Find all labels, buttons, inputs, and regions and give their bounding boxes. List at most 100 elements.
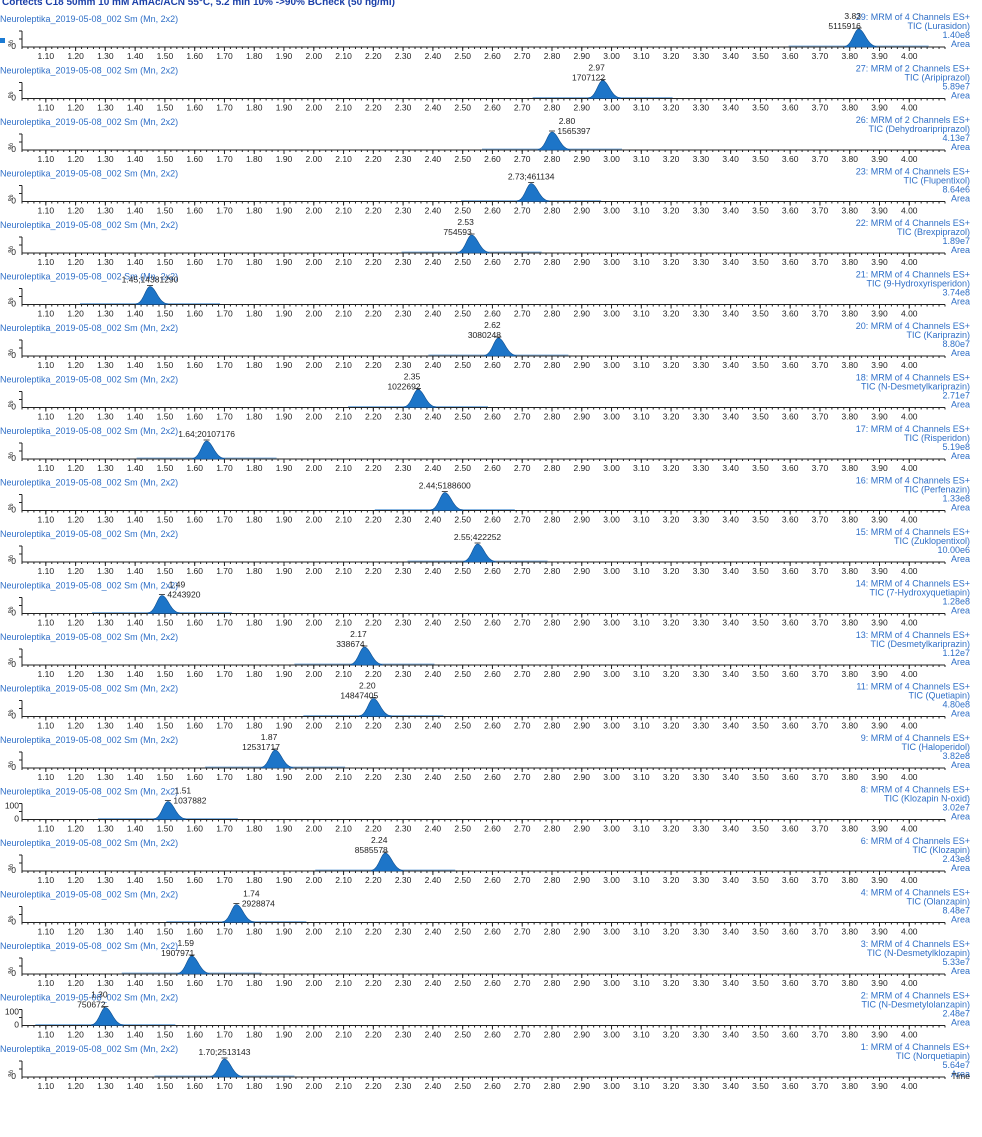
x-tick-label: 2.70	[514, 1030, 531, 1040]
x-tick-label: 1.90	[276, 875, 293, 885]
x-tick-label: 1.70	[216, 515, 233, 525]
x-tick-label: 3.20	[663, 412, 680, 422]
x-tick-label: 1.70	[216, 154, 233, 164]
x-tick-label: 3.10	[633, 978, 650, 988]
y-tick-label: 0	[11, 659, 16, 669]
x-tick-label: 2.50	[454, 824, 471, 834]
x-tick-label: 3.70	[812, 103, 829, 113]
x-tick-label: 3.20	[663, 1030, 680, 1040]
x-tick-label: 1.10	[38, 669, 55, 679]
x-tick-label: 1.50	[157, 154, 174, 164]
x-tick-label: 1.80	[246, 1030, 263, 1040]
x-tick-label: 1.10	[38, 360, 55, 370]
x-tick-label: 1.50	[157, 1081, 174, 1091]
x-tick-label: 2.40	[425, 927, 442, 937]
x-tick-label: 1.70	[216, 669, 233, 679]
x-tick-label: 2.20	[365, 103, 382, 113]
x-tick-label: 2.00	[306, 154, 323, 164]
x-tick-label: 3.80	[841, 51, 858, 61]
intensity-label: 3.74e8	[942, 288, 970, 298]
x-tick-label: 1.60	[186, 206, 203, 216]
x-tick-label: 3.30	[693, 463, 710, 473]
x-tick-label: 1.70	[216, 257, 233, 267]
x-tick-label: 1.10	[38, 875, 55, 885]
x-tick-label: 3.20	[663, 103, 680, 113]
y-axis-unit: %	[6, 194, 15, 201]
x-tick-label: 1.40	[127, 257, 144, 267]
x-tick-label: 2.50	[454, 154, 471, 164]
x-tick-label: 1.60	[186, 515, 203, 525]
x-tick-label: 1.50	[157, 721, 174, 731]
x-tick-label: 4.00	[901, 772, 918, 782]
x-tick-label: 3.30	[693, 309, 710, 319]
x-tick-label: 2.10	[335, 103, 352, 113]
x-tick-label: 3.50	[752, 360, 769, 370]
x-tick-label: 3.80	[841, 103, 858, 113]
area-label: Area	[951, 760, 970, 770]
x-tick-label: 1.10	[38, 618, 55, 628]
x-tick-label: 3.40	[722, 309, 739, 319]
intensity-label: 4.13e7	[942, 133, 970, 143]
x-tick-label: 2.40	[425, 566, 442, 576]
x-tick-label: 2.50	[454, 360, 471, 370]
x-tick-label: 1.30	[97, 875, 114, 885]
x-tick-label: 3.60	[782, 206, 799, 216]
y-tick-label: 0	[11, 917, 16, 927]
x-tick-label: 3.60	[782, 463, 799, 473]
trace-panel: Neuroleptika_2019-05-08_002 Sm (Mn, 2x2)…	[0, 115, 970, 164]
trace-panel: Neuroleptika_2019-05-08_002 Sm (Mn, 2x2)…	[0, 1042, 970, 1091]
x-tick-label: 2.90	[573, 51, 590, 61]
x-tick-label: 3.10	[633, 515, 650, 525]
x-tick-label: 1.40	[127, 618, 144, 628]
trace-name: Neuroleptika_2019-05-08_002 Sm (Mn, 2x2)	[0, 941, 178, 951]
y-axis-unit: %	[6, 709, 15, 716]
x-tick-label: 1.50	[157, 360, 174, 370]
x-tick-label: 2.20	[365, 875, 382, 885]
x-tick-label: 2.10	[335, 618, 352, 628]
x-tick-label: 3.50	[752, 978, 769, 988]
intensity-label: 5.19e8	[942, 442, 970, 452]
x-tick-label: 1.70	[216, 463, 233, 473]
compound-label: TIC (Brexpiprazol)	[897, 227, 970, 237]
x-tick-label: 3.50	[752, 463, 769, 473]
x-tick-label: 2.00	[306, 515, 323, 525]
trace-name: Neuroleptika_2019-05-08_002 Sm (Mn, 2x2)	[0, 890, 178, 900]
x-tick-label: 1.50	[157, 772, 174, 782]
y-axis-unit: %	[6, 864, 15, 871]
area-label: Area	[951, 554, 970, 564]
x-tick-label: 2.10	[335, 51, 352, 61]
x-tick-label: 3.90	[871, 309, 888, 319]
x-tick-label: 1.70	[216, 978, 233, 988]
x-tick-label: 3.90	[871, 566, 888, 576]
x-tick-label: 2.70	[514, 154, 531, 164]
x-tick-label: 3.10	[633, 206, 650, 216]
x-tick-label: 1.10	[38, 927, 55, 937]
trace-name: Neuroleptika_2019-05-08_002 Sm (Mn, 2x2)	[0, 169, 178, 179]
x-tick-label: 1.20	[67, 309, 84, 319]
x-tick-label: 2.10	[335, 463, 352, 473]
x-tick-label: 1.30	[97, 360, 114, 370]
x-tick-label: 1.90	[276, 309, 293, 319]
x-tick-label: 2.70	[514, 824, 531, 834]
x-tick-label: 2.90	[573, 309, 590, 319]
x-tick-label: 3.30	[693, 772, 710, 782]
x-tick-label: 3.10	[633, 721, 650, 731]
x-tick-label: 2.00	[306, 875, 323, 885]
trace-panel: Neuroleptika_2019-05-08_002 Sm (Mn, 2x2)…	[0, 681, 970, 731]
x-tick-label: 1.50	[157, 566, 174, 576]
channel-label: 26: MRM of 2 Channels ES+	[856, 115, 970, 125]
x-tick-label: 1.50	[157, 257, 174, 267]
peak	[370, 852, 404, 872]
x-tick-label: 2.80	[544, 412, 561, 422]
peak	[135, 286, 169, 305]
x-tick-label: 1.80	[246, 618, 263, 628]
x-tick-label: 3.70	[812, 721, 829, 731]
x-tick-label: 2.00	[306, 927, 323, 937]
x-tick-label: 1.80	[246, 412, 263, 422]
x-tick-label: 2.00	[306, 566, 323, 576]
x-tick-label: 2.30	[395, 824, 412, 834]
x-tick-label: 3.50	[752, 618, 769, 628]
area-label: Area	[951, 709, 970, 719]
x-tick-label: 1.80	[246, 515, 263, 525]
x-tick-label: 1.60	[186, 360, 203, 370]
